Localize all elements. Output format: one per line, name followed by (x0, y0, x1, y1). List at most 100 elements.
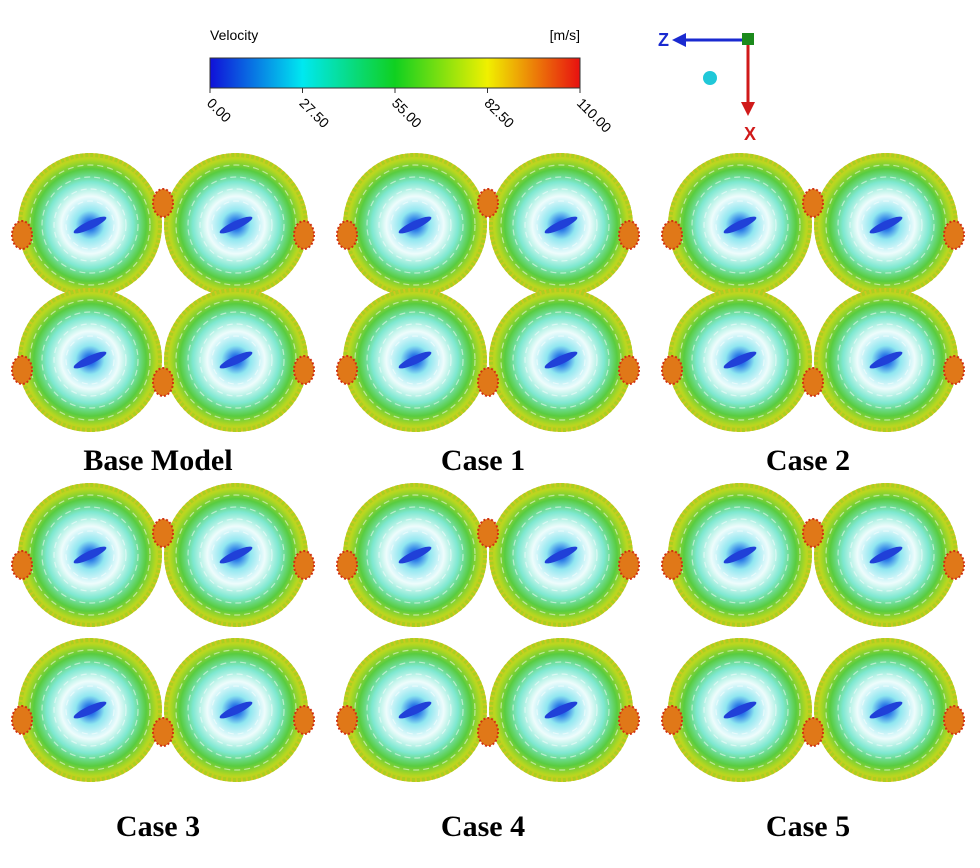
sphere (703, 71, 717, 85)
panel: Case 2 (661, 153, 965, 477)
jet (943, 705, 965, 735)
core (723, 216, 757, 234)
streak (837, 176, 935, 274)
streak (390, 685, 440, 735)
panel: Case 5 (661, 483, 965, 843)
core (544, 546, 578, 564)
streak (703, 323, 777, 397)
streak (703, 673, 777, 747)
rim (343, 153, 487, 297)
streak (41, 176, 139, 274)
streak (512, 661, 610, 759)
core (869, 701, 903, 719)
core (723, 546, 757, 564)
streak (500, 299, 622, 421)
jet (802, 367, 824, 397)
streak (65, 200, 115, 250)
panel-label: Base Model (83, 444, 232, 477)
streak (536, 335, 586, 385)
jet (336, 220, 358, 250)
jet (661, 550, 683, 580)
streak (53, 518, 127, 592)
streak (390, 200, 440, 250)
streak (837, 506, 935, 604)
streak (691, 506, 789, 604)
streak (41, 661, 139, 759)
jet (477, 188, 499, 218)
streak (861, 530, 911, 580)
streak (199, 518, 273, 592)
streak (366, 311, 464, 409)
color-bar (209, 57, 581, 89)
streak (175, 299, 297, 421)
streak (65, 335, 115, 385)
jet (661, 355, 683, 385)
jet (293, 550, 315, 580)
streak (512, 311, 610, 409)
jet (11, 220, 33, 250)
rim (18, 153, 162, 297)
streak (703, 188, 777, 262)
jet (477, 367, 499, 397)
core (398, 546, 432, 564)
core (544, 216, 578, 234)
streak (41, 311, 139, 409)
jet (802, 717, 824, 747)
streak (825, 299, 947, 421)
rim (343, 483, 487, 627)
jet (11, 705, 33, 735)
streak (211, 200, 261, 250)
streak (715, 530, 765, 580)
streak (861, 200, 911, 250)
streak (354, 494, 476, 616)
legend-unit: [m/s] (550, 27, 580, 43)
streak (715, 335, 765, 385)
jet (152, 717, 174, 747)
streak (679, 649, 801, 771)
streak (679, 299, 801, 421)
streak (366, 506, 464, 604)
jet (618, 355, 640, 385)
rim (18, 638, 162, 782)
rim (343, 638, 487, 782)
tick-label: 0.00 (204, 95, 235, 126)
rim (343, 288, 487, 432)
panel: Base Model (11, 153, 315, 477)
jet (11, 550, 33, 580)
core (219, 351, 253, 369)
x-arrow (741, 102, 755, 116)
jet (943, 220, 965, 250)
jet (943, 355, 965, 385)
rim (668, 638, 812, 782)
streak (691, 176, 789, 274)
streak (512, 506, 610, 604)
z-arrow (672, 33, 686, 47)
jet (336, 355, 358, 385)
streak (378, 518, 452, 592)
jet (618, 220, 640, 250)
streak (524, 188, 598, 262)
panel-label: Case 4 (441, 810, 525, 843)
x-label: X (744, 124, 756, 144)
jet (477, 717, 499, 747)
streak (65, 685, 115, 735)
streak (536, 530, 586, 580)
rim (668, 288, 812, 432)
streak (825, 164, 947, 286)
streak (715, 200, 765, 250)
core (544, 701, 578, 719)
streak (65, 530, 115, 580)
streak (715, 685, 765, 735)
core (544, 351, 578, 369)
rim (668, 153, 812, 297)
streak (524, 323, 598, 397)
tick-label: 27.50 (296, 95, 332, 131)
streak (29, 649, 151, 771)
streak (199, 323, 273, 397)
streak (29, 299, 151, 421)
core (73, 701, 107, 719)
streak (29, 164, 151, 286)
streak (199, 188, 273, 262)
triad: Z X (658, 30, 756, 144)
